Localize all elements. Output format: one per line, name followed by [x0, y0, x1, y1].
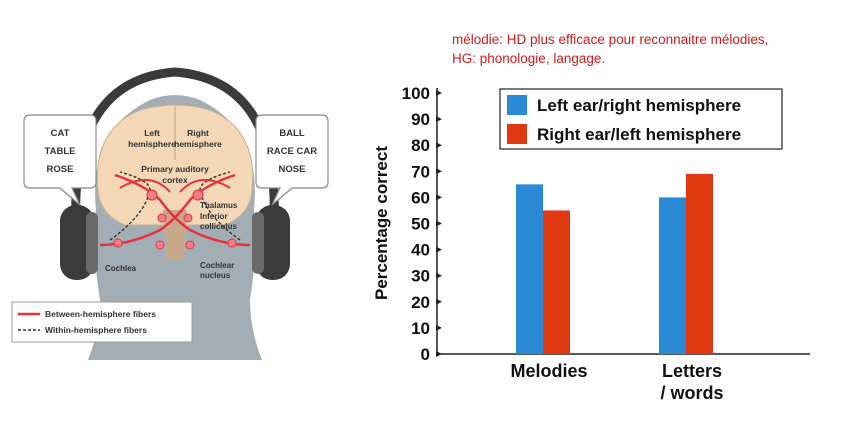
- between-hemisphere-fiber: [114, 173, 251, 247]
- legend-swatch: [507, 124, 527, 144]
- right-bubble-word: BALL: [279, 128, 305, 139]
- y-tick-mark: [436, 351, 442, 357]
- bar: [659, 197, 686, 354]
- y-tick-label: 20: [411, 293, 430, 312]
- x-tick-label: Letters: [662, 361, 722, 381]
- y-tick-label: 50: [411, 215, 430, 234]
- within-fiber-legend-label: Within-hemisphere fibers: [45, 325, 147, 335]
- relay-node: [157, 213, 167, 223]
- cortex-fiber: [119, 179, 231, 193]
- inferior-colliculus-label: colliculus: [200, 222, 237, 231]
- y-tick-label: 70: [411, 162, 430, 181]
- inferior-colliculus-label: Inferior: [200, 212, 228, 221]
- headphone-left-pad: [86, 212, 98, 274]
- left-bubble-word: ROSE: [47, 164, 74, 175]
- relay-node: [113, 238, 123, 248]
- y-tick-label: 40: [411, 241, 430, 260]
- headphone-right-pad: [252, 212, 264, 274]
- x-tick-label: Melodies: [510, 361, 587, 381]
- y-tick-label: 10: [411, 319, 430, 338]
- left-speech-bubble: [23, 114, 97, 206]
- between-fiber-legend-label: Between-hemisphere fibers: [45, 309, 156, 319]
- relay-node: [155, 240, 165, 250]
- y-axis-label: Percentage correct: [372, 146, 391, 300]
- legend-label: Right ear/left hemisphere: [537, 125, 741, 144]
- cochlear-nucleus-label: Cochlear: [200, 261, 234, 270]
- chart-legend-box: [499, 88, 783, 150]
- headphone-left-cup: [60, 205, 94, 280]
- left-hemisphere-label: hemisphere: [128, 139, 176, 149]
- right-speech-bubble: [255, 114, 329, 206]
- y-tick-mark: [436, 324, 442, 331]
- bar: [516, 184, 543, 354]
- y-tick-mark: [436, 168, 442, 175]
- bar-group: [516, 173, 713, 354]
- brain-shape: [96, 104, 254, 226]
- y-tick-label: 60: [411, 188, 430, 207]
- relay-node: [146, 189, 158, 201]
- chart-legend: Left ear/right hemisphere Right ear/left …: [507, 95, 741, 144]
- annotation-line-2: HG: phonologie, langage.: [452, 51, 606, 66]
- y-tick-label: 0: [421, 345, 430, 364]
- fiber-legend-box: [11, 301, 193, 343]
- thalamus-label: Thalamus: [200, 201, 238, 210]
- left-bubble-word: CAT: [51, 128, 70, 139]
- relay-node: [185, 240, 195, 250]
- y-tick-label: 100: [402, 84, 430, 103]
- left-hemisphere-label: Left: [144, 128, 160, 138]
- y-tick-mark: [436, 116, 442, 123]
- right-hemisphere-label: hemisphere: [174, 139, 222, 149]
- y-tick-mark: [436, 90, 442, 96]
- relay-node: [183, 213, 193, 223]
- headphone-right-cup: [256, 205, 290, 280]
- y-tick-mark: [436, 298, 442, 305]
- y-tick-mark: [436, 272, 442, 279]
- auditory-cortex-label: Primary auditory: [141, 164, 209, 174]
- y-tick-mark: [436, 220, 442, 227]
- y-tick-group: 0 10 20 30 40 50 60 70 80 90 100: [402, 84, 442, 364]
- y-tick-mark: [436, 142, 442, 149]
- y-tick-label: 30: [411, 267, 430, 286]
- y-tick-label: 90: [411, 110, 430, 129]
- y-tick-label: 80: [411, 136, 430, 155]
- legend-label: Left ear/right hemisphere: [537, 96, 741, 115]
- bar: [686, 173, 713, 354]
- annotation-note: mélodie: HD plus efficace pour reconnait…: [452, 30, 768, 68]
- cochlea-label: Cochlea: [105, 264, 137, 273]
- y-tick-mark: [436, 246, 442, 253]
- x-label-group: Melodies Letters/ words: [510, 361, 723, 403]
- relay-node: [192, 189, 204, 201]
- legend-swatch: [507, 95, 527, 115]
- auditory-cortex-label: cortex: [162, 175, 188, 185]
- relay-node: [227, 238, 237, 248]
- right-bubble-word: RACE CAR: [267, 146, 317, 157]
- left-bubble-word: TABLE: [45, 146, 76, 157]
- right-hemisphere-label: Right: [187, 128, 209, 138]
- auditory-pathway-diagram: CAT TABLE ROSE BALL RACE CAR NOSE Left h…: [11, 67, 329, 360]
- bar: [543, 210, 570, 354]
- bar-chart: 0 10 20 30 40 50 60 70 80 90 100 Melodies Letters/ …: [372, 84, 810, 403]
- y-tick-mark: [436, 194, 442, 201]
- cochlear-nucleus-label: nucleus: [200, 271, 231, 280]
- right-bubble-word: NOSE: [279, 164, 306, 175]
- annotation-line-1: mélodie: HD plus efficace pour reconnait…: [452, 32, 769, 47]
- x-tick-label: / words: [660, 383, 723, 403]
